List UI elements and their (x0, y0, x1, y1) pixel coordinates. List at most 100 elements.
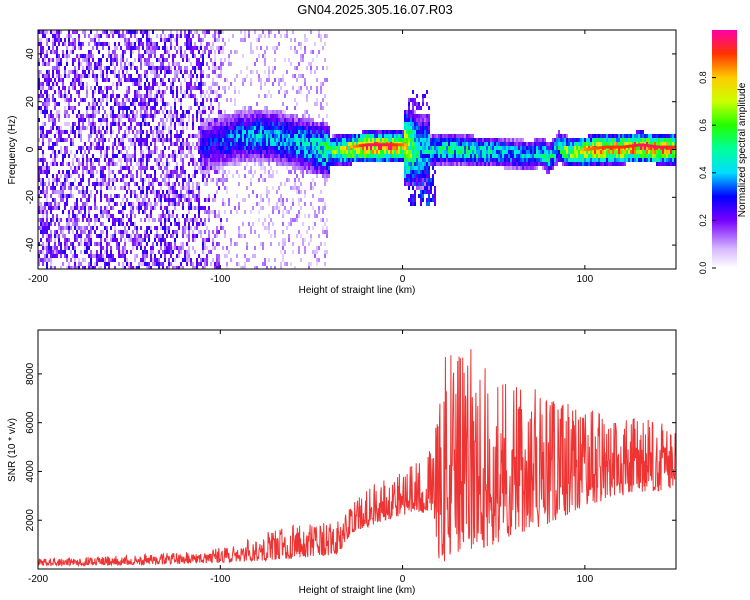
spectrogram-cell (122, 234, 124, 238)
spectrogram-cell (128, 62, 130, 66)
spectrogram-cell (106, 162, 108, 166)
spectrogram-cell (190, 150, 192, 154)
spectrogram-cell (58, 242, 60, 246)
spectrogram-cell (448, 134, 450, 138)
spectrogram-cell (58, 66, 60, 70)
spectrogram-cell (418, 122, 420, 126)
spectrogram-cell (406, 162, 408, 166)
spectrogram-cell (70, 126, 72, 130)
spectrogram-cell (248, 34, 250, 38)
spectrogram-cell (274, 258, 276, 262)
spectrogram-cell (112, 106, 114, 110)
spectrogram-cell (162, 30, 164, 34)
spectrogram-cell (280, 114, 282, 118)
spectrogram-cell (68, 238, 70, 242)
spectrogram-cell (218, 74, 220, 78)
spectrogram-cell (114, 50, 116, 54)
spectrogram-cell (68, 230, 70, 234)
spectrogram-cell (226, 150, 228, 154)
spectrogram-cell (318, 130, 320, 134)
spectrogram-cell (194, 162, 196, 166)
spectrogram-cell (260, 130, 262, 134)
spectrogram-cell (80, 130, 82, 134)
spectrogram-cell (186, 182, 188, 186)
spectrogram-cell (188, 42, 190, 46)
spectrogram-cell (156, 74, 158, 78)
spectrogram-cell (126, 198, 128, 202)
spectrogram-cell (154, 42, 156, 46)
spectrogram-cell (80, 62, 82, 66)
spectrogram-cell (108, 214, 110, 218)
spectrogram-cell (168, 242, 170, 246)
spectrogram-cell (228, 38, 230, 42)
spectrogram-cell (420, 182, 422, 186)
spectrogram-cell (310, 138, 312, 142)
spectrogram-cell (268, 226, 270, 230)
spectrogram-cell (94, 66, 96, 70)
spectrogram-cell (134, 66, 136, 70)
spectrogram-cell (198, 126, 200, 130)
spectrogram-cell (256, 122, 258, 126)
spectrogram-cell (320, 138, 322, 142)
spectrogram-cell (106, 146, 108, 150)
spectrogram-cell (78, 262, 80, 266)
spectrogram-cell (270, 150, 272, 154)
spectrogram-cell (52, 66, 54, 70)
spectrogram-cell (386, 150, 388, 154)
spectrogram-cell (320, 38, 322, 42)
spectrogram-cell (206, 74, 208, 78)
spectrogram-cell (66, 138, 68, 142)
spectrogram-cell (418, 102, 420, 106)
spectrogram-cell (422, 94, 424, 98)
spectrogram-cell (294, 130, 296, 134)
spectrogram-cell (168, 114, 170, 118)
spectrogram-cell (298, 142, 300, 146)
spectrogram-cell (430, 162, 432, 166)
spectrogram-cell (70, 186, 72, 190)
spectrogram-cell (88, 234, 90, 238)
spectrogram-cell (210, 118, 212, 122)
spectrogram-cell (94, 266, 96, 269)
spectrogram-cell (108, 158, 110, 162)
spectrogram-cell (164, 174, 166, 178)
spectrogram-cell (114, 230, 116, 234)
spectrogram-cell (78, 58, 80, 62)
spectrogram-cell (214, 126, 216, 130)
spectrogram-cell (210, 162, 212, 166)
spectrogram-cell (212, 230, 214, 234)
spectrogram-cell (220, 146, 222, 150)
spectrogram-cell (170, 118, 172, 122)
spectrogram-cell (216, 170, 218, 174)
spectrogram-cell (88, 118, 90, 122)
spectrogram-cell (178, 118, 180, 122)
spectrogram-cell (122, 66, 124, 70)
spectrogram-cell (212, 238, 214, 242)
spectrogram-cell (102, 254, 104, 258)
spectrogram-cell (326, 158, 328, 162)
spectrogram-cell (316, 138, 318, 142)
spectrogram-cell (196, 30, 198, 34)
spectrogram-cell (166, 110, 168, 114)
spectrogram-cell (106, 214, 108, 218)
spectrogram-cell (246, 130, 248, 134)
spectrogram-cell (166, 102, 168, 106)
spectrogram-cell (446, 138, 448, 142)
spectrogram-cell (326, 114, 328, 118)
spectrogram-cell (156, 258, 158, 262)
spectrogram-cell (340, 158, 342, 162)
spectrogram-cell (294, 98, 296, 102)
spectrogram-cell (276, 154, 278, 158)
spectrogram-cell (330, 138, 332, 142)
spectrogram-cell (60, 130, 62, 134)
spectrogram-cell (248, 138, 250, 142)
spectrogram-cell (202, 238, 204, 242)
spectrogram-cell (84, 238, 86, 242)
spectrogram-cell (426, 138, 428, 142)
spectrogram-cell (74, 134, 76, 138)
spectrogram-cell (282, 126, 284, 130)
spectrogram-cell (152, 70, 154, 74)
spectrogram-cell (262, 114, 264, 118)
spectrogram-cell (208, 94, 210, 98)
spectrogram-cell (132, 202, 134, 206)
spectrogram-cell (170, 222, 172, 226)
